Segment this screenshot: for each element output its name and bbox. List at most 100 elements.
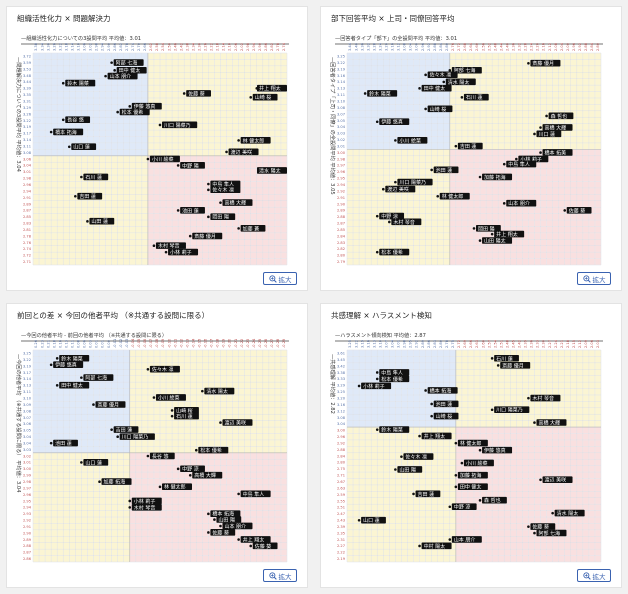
data-point[interactable]: 山本 朋介 — [219, 522, 253, 530]
data-point[interactable]: 中野 涼 — [176, 465, 205, 473]
data-point[interactable]: 橋本 拓美 — [539, 149, 573, 156]
data-point[interactable]: 山口 蓮 — [67, 143, 97, 151]
data-point[interactable]: 加藤 蒼 — [237, 224, 266, 232]
data-point[interactable]: 川口 蓮 — [533, 130, 562, 138]
data-point[interactable]: 田中 健太 — [454, 483, 488, 491]
data-point[interactable]: 中野 陽 — [176, 162, 205, 169]
data-point[interactable]: 山田 蓮 — [86, 217, 115, 225]
data-point[interactable]: 松本 優希 — [116, 108, 150, 116]
data-point[interactable]: 加藤 拓海 — [454, 471, 488, 479]
data-point[interactable]: 渡辺 美咲 — [539, 476, 573, 484]
data-point[interactable]: 阿部 七海 — [110, 59, 144, 67]
data-point[interactable]: 山崎 桜 — [430, 412, 459, 420]
data-point[interactable]: 鈴木 陽菜 — [375, 426, 410, 434]
data-point[interactable]: 阿部 七海 — [80, 374, 114, 382]
data-point[interactable]: 鈴木 陽菜 — [55, 354, 90, 362]
data-point[interactable]: 吉田 蓮 — [454, 142, 483, 150]
data-point[interactable]: 中野 涼 — [448, 503, 477, 511]
data-point[interactable]: 池田 蓮 — [430, 166, 459, 174]
data-point[interactable]: 小川 絵菜 — [146, 155, 180, 163]
data-point[interactable]: 山口 蓮 — [80, 459, 109, 466]
data-point[interactable]: 吉田 蓮 — [412, 490, 441, 498]
zoom-button[interactable]: 拡大 — [263, 569, 297, 582]
data-point[interactable]: 林 健太郎 — [454, 439, 488, 447]
data-point[interactable]: 井上 翔太 — [237, 536, 271, 543]
data-point[interactable]: 橋本 拓海 — [424, 387, 458, 394]
zoom-button[interactable]: 拡大 — [263, 272, 297, 285]
data-point[interactable]: 山崎 桜 — [424, 105, 453, 113]
data-point[interactable]: 佐藤 葵 — [249, 542, 278, 550]
data-point[interactable]: 森 哲也 — [545, 112, 574, 120]
data-point[interactable]: 山田 陽太 — [478, 237, 513, 244]
data-point[interactable]: 中島 隼人 — [502, 160, 537, 168]
data-point[interactable]: 清水 陽太 — [551, 509, 585, 517]
data-point[interactable]: 阿部 七海 — [533, 529, 567, 537]
data-point[interactable]: 長谷 悠 — [61, 116, 91, 124]
data-point[interactable]: 吉田 蓮 — [110, 426, 139, 434]
data-point[interactable]: 川口 陽菜乃 — [116, 433, 155, 441]
data-point[interactable]: 山崎 桜 — [170, 406, 199, 414]
data-point[interactable]: 松本 優希 — [375, 375, 410, 383]
data-point[interactable]: 木村 琴音 — [388, 218, 422, 226]
data-point[interactable]: 石川 蓮 — [460, 93, 489, 101]
data-point[interactable]: 松本 優希 — [194, 446, 229, 454]
data-point[interactable]: 田中 健太 — [113, 66, 147, 74]
data-point[interactable]: 佐藤 葵 — [182, 90, 211, 97]
data-point[interactable]: 高橋 大輝 — [533, 419, 567, 426]
data-point[interactable]: 斎藤 優月 — [188, 232, 223, 240]
data-point[interactable]: 木村 琴音 — [527, 394, 561, 402]
data-point[interactable]: 石川 蓮 — [80, 173, 109, 181]
data-point[interactable]: 田中 健太 — [418, 84, 452, 92]
data-point[interactable]: 斎藤 優月 — [527, 59, 561, 67]
data-point[interactable]: 鈴木 陽菜 — [363, 90, 398, 97]
data-point[interactable]: 中野 涼 — [375, 212, 405, 220]
data-point[interactable]: 佐々木 凛 — [424, 71, 458, 79]
data-point[interactable]: 小川 絵菜 — [152, 394, 186, 401]
data-point[interactable]: 池田 蓮 — [430, 400, 459, 408]
data-point[interactable]: 田中 健太 — [55, 381, 90, 389]
data-point[interactable]: 山本 朋介 — [502, 199, 537, 207]
data-point[interactable]: 松本 優希 — [375, 248, 410, 256]
data-point[interactable]: 山本 朋介 — [448, 536, 482, 543]
data-point[interactable]: 森 哲也 — [478, 496, 507, 504]
data-point[interactable]: 清水 陽太 — [257, 167, 287, 174]
data-point[interactable]: 岡田 陽 — [207, 213, 236, 221]
data-point[interactable]: 小林 莉子 — [164, 248, 199, 256]
data-point[interactable]: 渡辺 美咲 — [219, 419, 253, 426]
data-point[interactable]: 佐藤 葵 — [563, 206, 592, 214]
data-point[interactable]: 橋本 拓海 — [207, 510, 241, 518]
data-point[interactable]: 池田 蓮 — [176, 206, 205, 214]
data-point[interactable]: 山崎 桜 — [249, 93, 278, 101]
data-point[interactable]: 池田 蓮 — [49, 439, 78, 447]
data-point[interactable]: 小林 莉子 — [515, 155, 549, 163]
data-point[interactable]: 阿部 七海 — [448, 66, 482, 74]
data-point[interactable]: 加藤 拓海 — [98, 478, 132, 486]
data-point[interactable]: 井上 翔太 — [490, 230, 525, 238]
data-point[interactable]: 渡辺 美咲 — [225, 148, 259, 156]
data-point[interactable]: 木村 琴音 — [152, 242, 186, 250]
data-point[interactable]: 山本 朋介 — [104, 72, 138, 80]
data-point[interactable]: 小川 絵菜 — [394, 136, 428, 144]
data-point[interactable]: 林 健太郎 — [158, 483, 192, 491]
data-point[interactable]: 清水 陽太 — [442, 78, 476, 86]
data-point[interactable]: 石川 蓮 — [490, 354, 519, 362]
data-point[interactable]: 林 健太郎 — [237, 136, 271, 144]
data-point[interactable]: 高橋 大輝 — [539, 124, 573, 131]
zoom-button[interactable]: 拡大 — [577, 272, 611, 285]
data-point[interactable]: 橋本 拓海 — [49, 128, 84, 136]
data-point[interactable]: 渡辺 美咲 — [381, 185, 416, 193]
data-point[interactable]: 斎藤 優月 — [496, 362, 531, 369]
data-point[interactable]: 佐藤 葵 — [527, 523, 556, 531]
data-point[interactable]: 小林 莉子 — [128, 497, 162, 505]
data-point[interactable]: 中島 隼人 — [207, 180, 241, 188]
data-point[interactable]: 高橋 大輝 — [219, 199, 253, 207]
data-point[interactable]: 木村 琴音 — [128, 503, 162, 511]
data-point[interactable]: 中島 隼人 — [375, 369, 410, 376]
data-point[interactable]: 加藤 拓海 — [478, 173, 513, 181]
data-point[interactable]: 川口 陽菜乃 — [490, 406, 530, 414]
data-point[interactable]: 林 健太郎 — [436, 192, 470, 200]
data-point[interactable]: 石川 蓮 — [170, 412, 199, 420]
data-point[interactable]: 伊藤 悠真 — [375, 118, 410, 126]
data-point[interactable]: 川口 陽菜乃 — [394, 178, 433, 186]
data-point[interactable]: 山田 陽 — [394, 466, 423, 473]
